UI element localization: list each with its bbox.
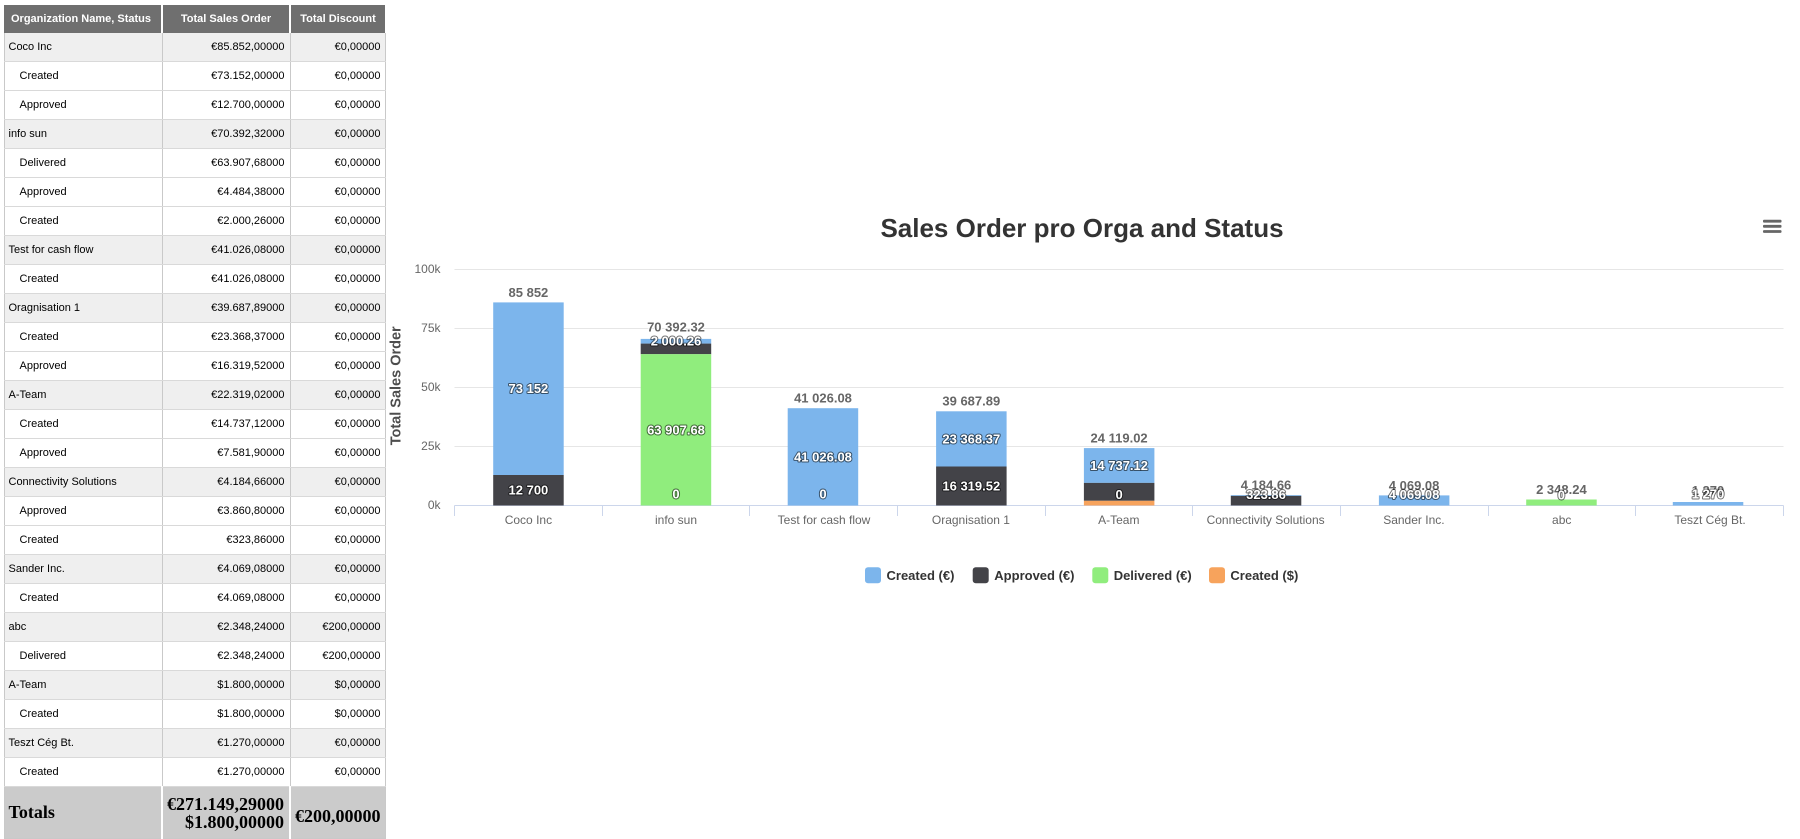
svg-text:Created (€): Created (€) [887, 568, 955, 583]
svg-text:Sales Order pro Orga and Statu: Sales Order pro Orga and Status [880, 213, 1283, 243]
svg-text:63 907.68: 63 907.68 [647, 422, 705, 437]
svg-text:14 737.12: 14 737.12 [1090, 458, 1148, 473]
svg-text:2 000.26: 2 000.26 [651, 334, 702, 349]
svg-text:Coco Inc: Coco Inc [505, 513, 552, 527]
svg-text:Created ($): Created ($) [1230, 568, 1298, 583]
svg-text:Delivered (€): Delivered (€) [1114, 568, 1192, 583]
svg-text:24 119.02: 24 119.02 [1091, 431, 1148, 446]
svg-text:0: 0 [819, 487, 826, 502]
svg-text:Oragnisation 1: Oragnisation 1 [932, 513, 1010, 527]
svg-text:1 270: 1 270 [1692, 487, 1725, 502]
svg-text:Sander Inc.: Sander Inc. [1383, 513, 1444, 527]
svg-text:41 026.08: 41 026.08 [794, 449, 852, 464]
svg-text:1 270: 1 270 [1692, 483, 1725, 498]
svg-text:85 852: 85 852 [509, 285, 549, 300]
svg-text:70 392.32: 70 392.32 [647, 320, 705, 335]
svg-text:Connectivity Solutions: Connectivity Solutions [1207, 513, 1325, 527]
svg-text:Teszt Cég Bt.: Teszt Cég Bt. [1674, 513, 1745, 527]
svg-text:Total Sales Order: Total Sales Order [389, 326, 405, 445]
svg-text:4 184.66: 4 184.66 [1241, 478, 1292, 493]
svg-text:A-Team: A-Team [1098, 513, 1139, 527]
svg-text:25k: 25k [421, 439, 441, 453]
svg-text:2 348.24: 2 348.24 [1536, 482, 1587, 497]
svg-text:0: 0 [672, 487, 679, 502]
svg-text:75k: 75k [421, 321, 441, 335]
svg-text:16 319.52: 16 319.52 [942, 478, 1000, 493]
svg-text:100k: 100k [414, 262, 441, 276]
svg-text:0: 0 [1558, 487, 1565, 502]
svg-text:23 368.37: 23 368.37 [942, 431, 1000, 446]
svg-text:73 152: 73 152 [509, 381, 549, 396]
svg-text:4 069.08: 4 069.08 [1389, 487, 1440, 502]
svg-text:323.86: 323.86 [1246, 487, 1286, 502]
svg-text:0: 0 [1115, 487, 1122, 502]
svg-text:50k: 50k [421, 380, 441, 394]
svg-text:39 687.89: 39 687.89 [942, 394, 1000, 409]
svg-text:0k: 0k [428, 498, 442, 512]
svg-text:Approved (€): Approved (€) [994, 568, 1074, 583]
svg-text:41 026.08: 41 026.08 [794, 391, 852, 406]
svg-text:Test for cash flow: Test for cash flow [778, 513, 871, 527]
svg-text:12 700: 12 700 [509, 483, 549, 498]
svg-text:4 069.08: 4 069.08 [1389, 478, 1440, 493]
svg-text:info sun: info sun [655, 513, 697, 527]
svg-text:abc: abc [1552, 513, 1571, 527]
